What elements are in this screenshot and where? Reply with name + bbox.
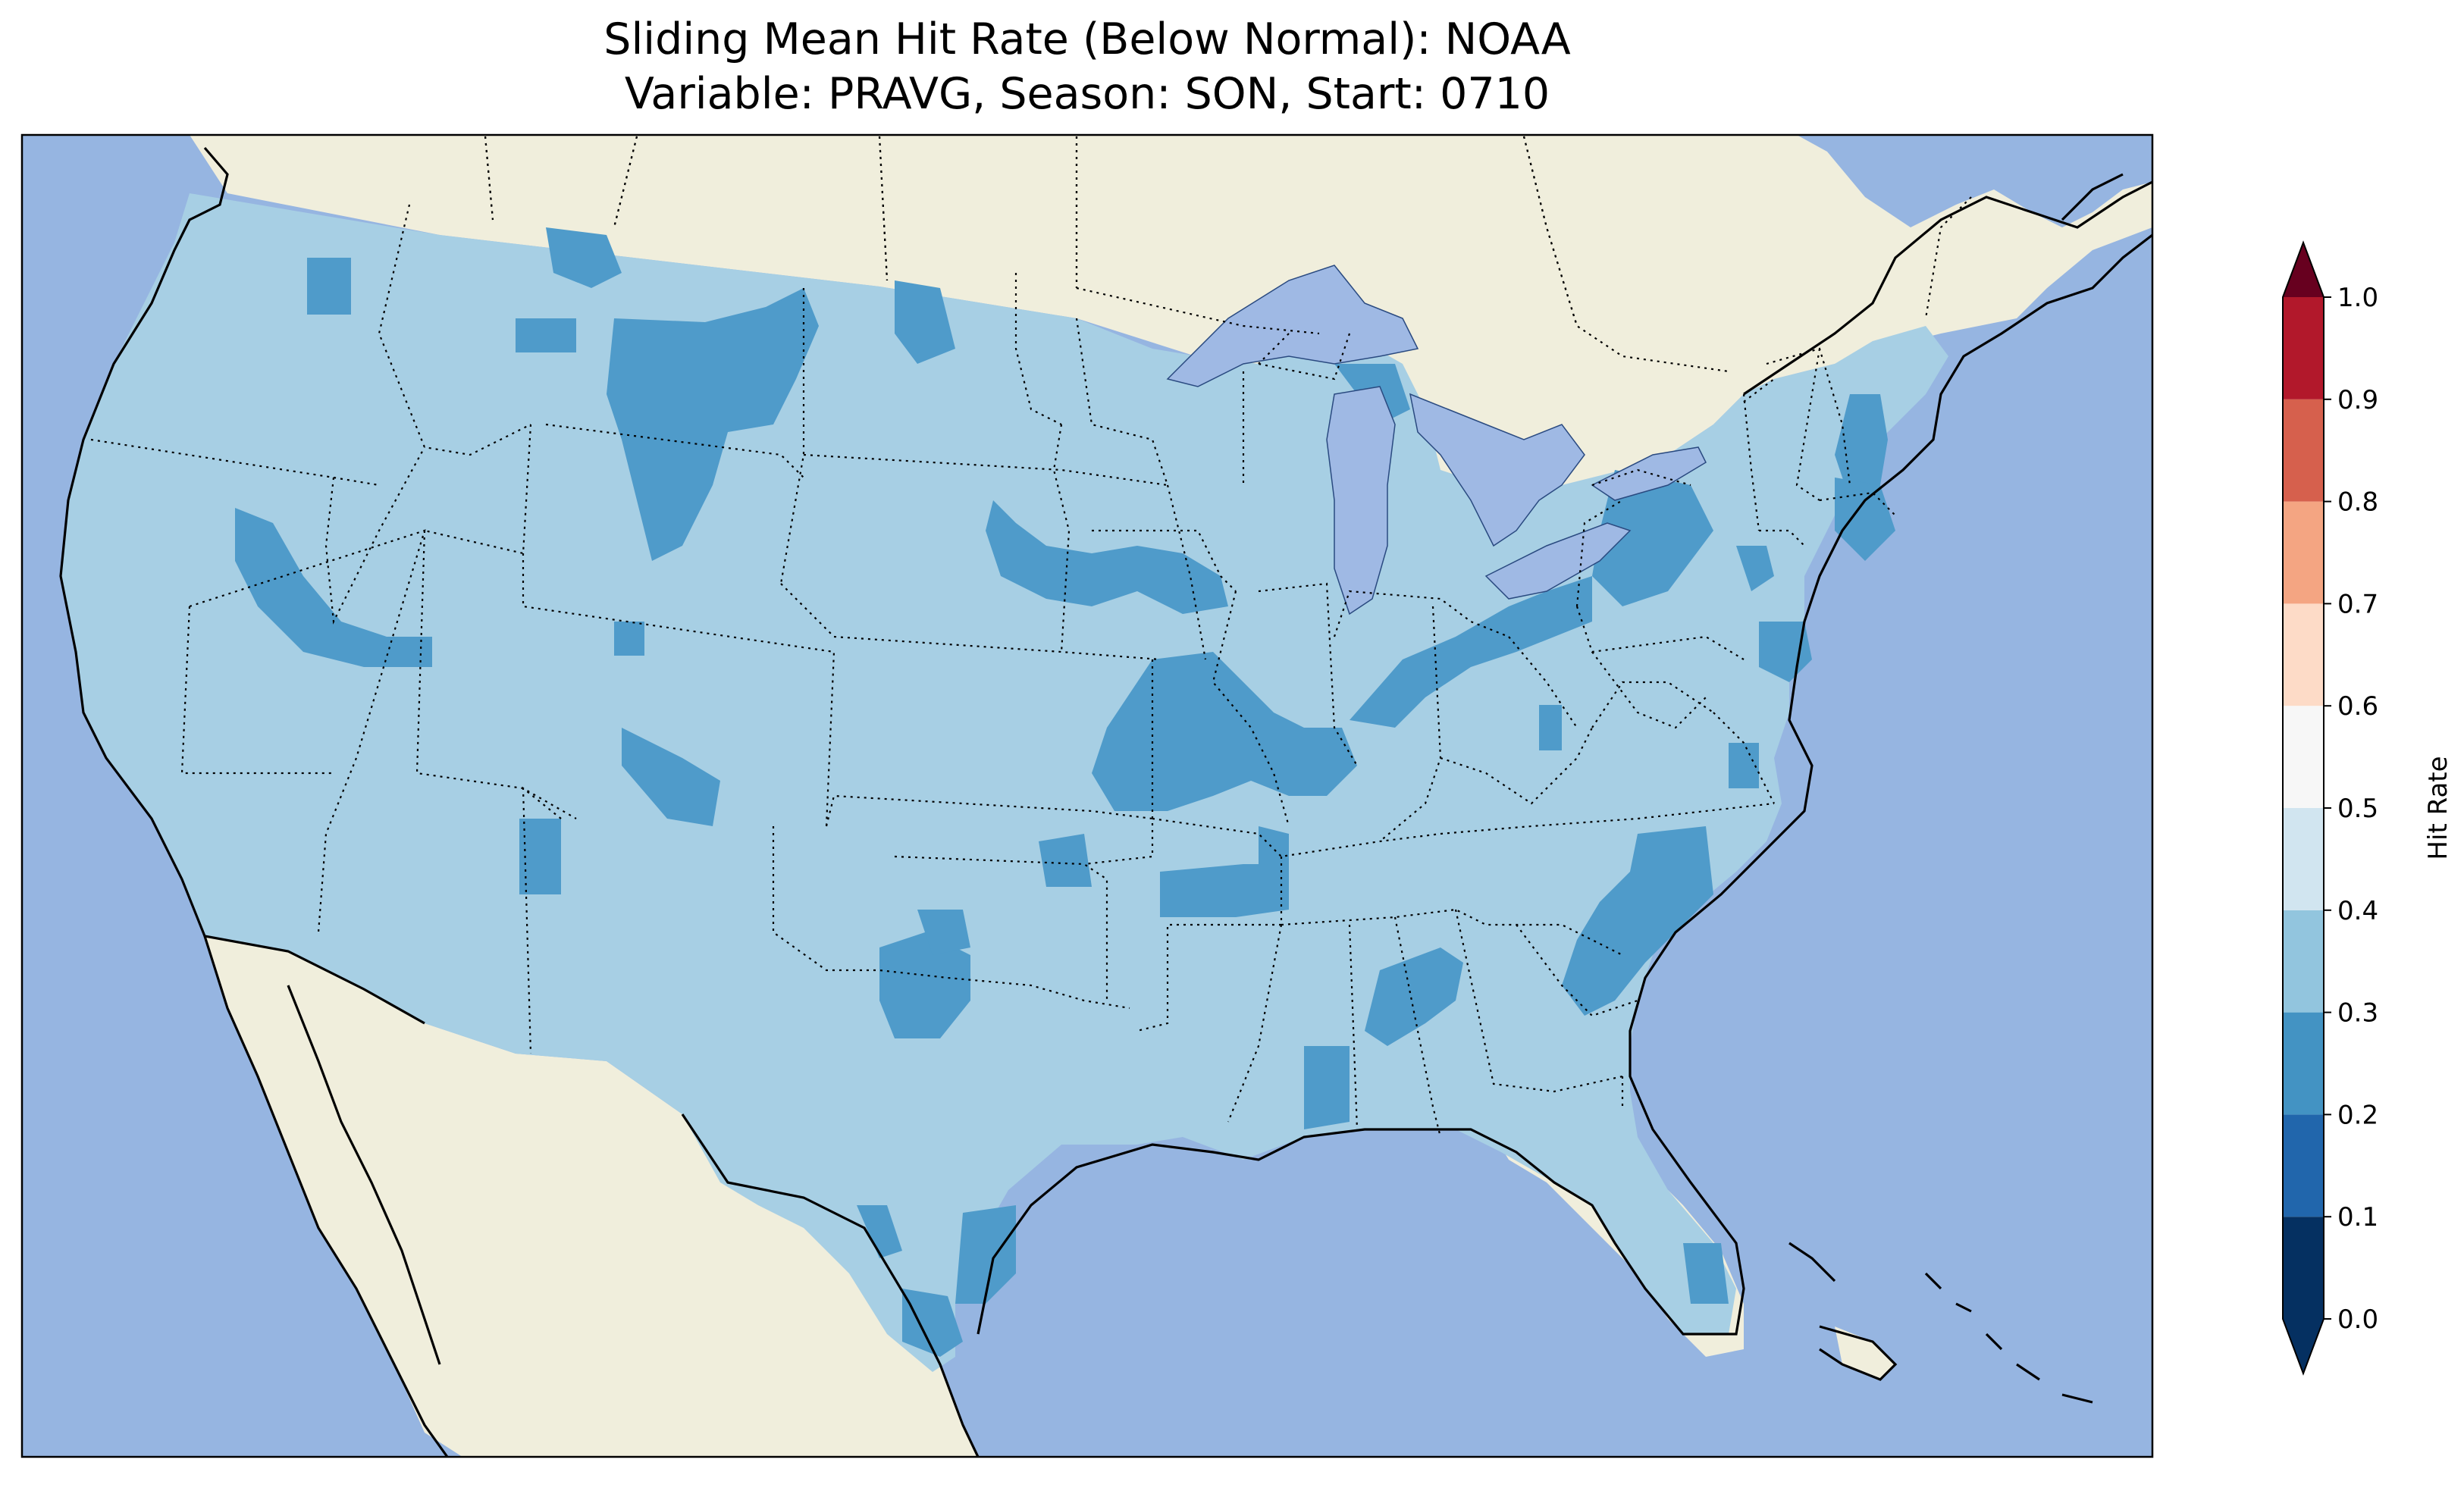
colorbar-bins [2283, 297, 2324, 1319]
colorbar-tick-label-9: 0.9 [2337, 385, 2378, 415]
colorbar-tick-label-10: 1.0 [2337, 283, 2378, 313]
colorbar-bin-1 [2283, 1114, 2324, 1217]
map-title-line-1: Sliding Mean Hit Rate (Below Normal): NO… [603, 14, 1571, 64]
colorbar-tick-label-6: 0.6 [2337, 691, 2378, 722]
colorbar-bin-8 [2283, 399, 2324, 502]
colorbar-tick-label-7: 0.7 [2337, 589, 2378, 619]
colorbar-bin-3 [2283, 910, 2324, 1013]
mexico-landmass [205, 936, 978, 1457]
colorbar-extend-high [2283, 243, 2324, 297]
colorbar-tick-label-0: 0.0 [2337, 1305, 2378, 1335]
colorbar-bin-5 [2283, 706, 2324, 808]
colorbar-tick-label-4: 0.4 [2337, 896, 2378, 926]
state-borders [90, 136, 1972, 1138]
colorbar-tick-label-5: 0.5 [2337, 794, 2378, 824]
canada-landmass [190, 135, 2152, 584]
colorbar-label: Hit Rate [2423, 756, 2453, 860]
province-borders [484, 136, 1578, 327]
great-lakes [1166, 265, 1707, 615]
colorbar-tick-label-1: 0.1 [2337, 1202, 2378, 1232]
colorbar-bin-4 [2283, 808, 2324, 910]
colorbar-tick-label-3: 0.3 [2337, 998, 2378, 1029]
colorbar-bin-0 [2283, 1217, 2324, 1319]
colorbar-tick-label-8: 0.8 [2337, 487, 2378, 518]
colorbar-tick-label-2: 0.2 [2337, 1100, 2378, 1130]
map-title-line-2: Variable: PRAVG, Season: SON, Start: 071… [624, 69, 1550, 119]
colorbar-bin-6 [2283, 603, 2324, 706]
colorbar-bin-7 [2283, 501, 2324, 604]
coastlines [59, 146, 2152, 1457]
colorbar-ticks: 0.0 0.1 0.2 0.3 0.4 0.5 0.6 0.7 0.8 0.9 1.0 [2324, 283, 2378, 1335]
colorbar-bin-9 [2283, 297, 2324, 399]
colorbar-bin-2 [2283, 1012, 2324, 1115]
colorbar-extend-low [2283, 1319, 2324, 1373]
hit-rate-0.2-0.3-patches [235, 227, 1895, 1357]
map-frame [20, 133, 2154, 1458]
